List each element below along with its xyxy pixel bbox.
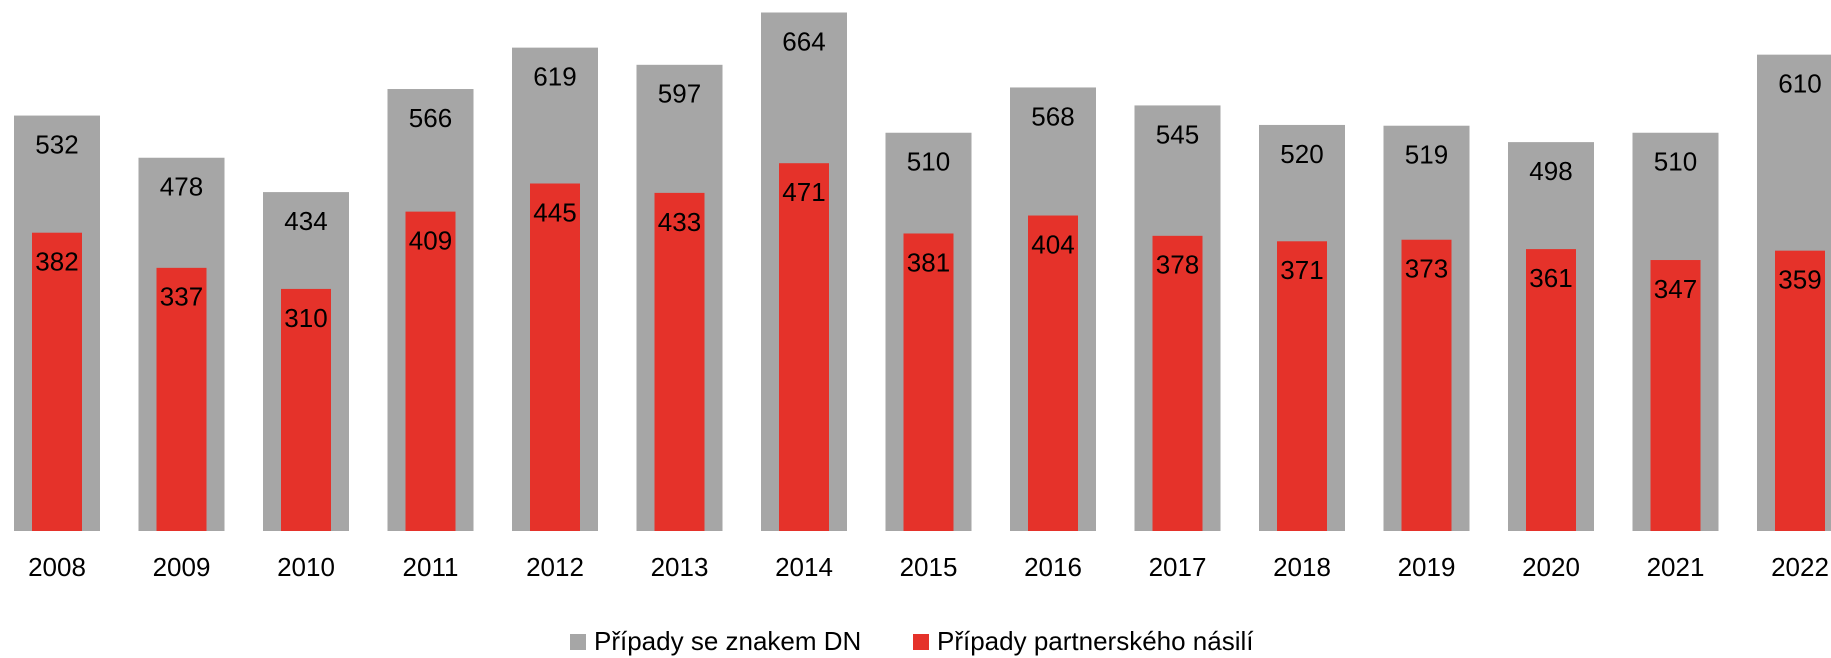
bar	[156, 267, 207, 531]
x-tick-label: 2021	[1647, 552, 1705, 582]
data-label: 310	[284, 303, 327, 333]
data-label: 359	[1778, 265, 1821, 295]
x-tick-label: 2019	[1398, 552, 1456, 582]
bar	[1650, 260, 1701, 531]
bar	[1526, 249, 1576, 531]
data-label: 404	[1031, 229, 1074, 259]
x-tick-label: 2015	[900, 552, 958, 582]
x-tick-label: 2018	[1273, 552, 1331, 582]
data-label: 471	[782, 177, 825, 207]
legend-swatch	[570, 634, 586, 650]
data-label: 664	[782, 26, 825, 56]
bar	[530, 183, 580, 531]
x-tick-label: 2022	[1771, 552, 1829, 582]
data-label: 371	[1280, 255, 1323, 285]
data-label: 520	[1280, 139, 1323, 169]
data-label: 597	[658, 79, 701, 109]
data-label: 373	[1405, 254, 1448, 284]
data-label: 510	[907, 147, 950, 177]
data-label: 433	[658, 207, 701, 237]
bar	[32, 232, 82, 531]
data-label: 378	[1156, 250, 1199, 280]
x-tick-label: 2017	[1149, 552, 1207, 582]
x-tick-label: 2011	[403, 552, 459, 582]
data-label: 619	[533, 62, 576, 92]
x-tick-label: 2008	[28, 552, 86, 582]
bar	[654, 192, 705, 532]
x-tick-label: 2009	[153, 552, 211, 582]
x-tick-label: 2016	[1024, 552, 1082, 582]
bar	[1152, 235, 1203, 531]
data-label: 545	[1156, 119, 1199, 149]
bar	[903, 233, 954, 531]
x-tick-label: 2010	[277, 552, 335, 582]
x-tick-label: 2012	[526, 552, 584, 582]
data-label: 445	[533, 197, 576, 227]
data-label: 610	[1778, 69, 1821, 99]
legend-label: Případy se znakem DN	[594, 626, 861, 656]
legend-label: Případy partnerského násilí	[937, 626, 1254, 656]
bar	[1028, 215, 1078, 531]
data-label: 519	[1405, 140, 1448, 170]
data-label: 510	[1654, 147, 1697, 177]
bar	[405, 211, 456, 531]
data-label: 498	[1529, 156, 1572, 186]
data-label: 361	[1529, 263, 1572, 293]
data-label: 434	[284, 206, 327, 236]
bar	[281, 288, 331, 531]
bar	[1401, 239, 1452, 531]
data-label: 409	[409, 225, 452, 255]
bar	[779, 163, 829, 531]
data-label: 532	[35, 129, 78, 159]
x-tick-label: 2020	[1522, 552, 1580, 582]
x-tick-label: 2014	[775, 552, 833, 582]
legend-swatch	[913, 634, 929, 650]
bar	[1277, 241, 1327, 531]
data-label: 337	[160, 282, 203, 312]
bar	[1775, 250, 1825, 531]
data-label: 382	[35, 247, 78, 277]
data-label: 347	[1654, 274, 1697, 304]
data-label: 566	[409, 103, 452, 133]
data-label: 478	[160, 172, 203, 202]
data-label: 568	[1031, 101, 1074, 131]
data-label: 381	[907, 247, 950, 277]
x-tick-label: 2013	[651, 552, 709, 582]
